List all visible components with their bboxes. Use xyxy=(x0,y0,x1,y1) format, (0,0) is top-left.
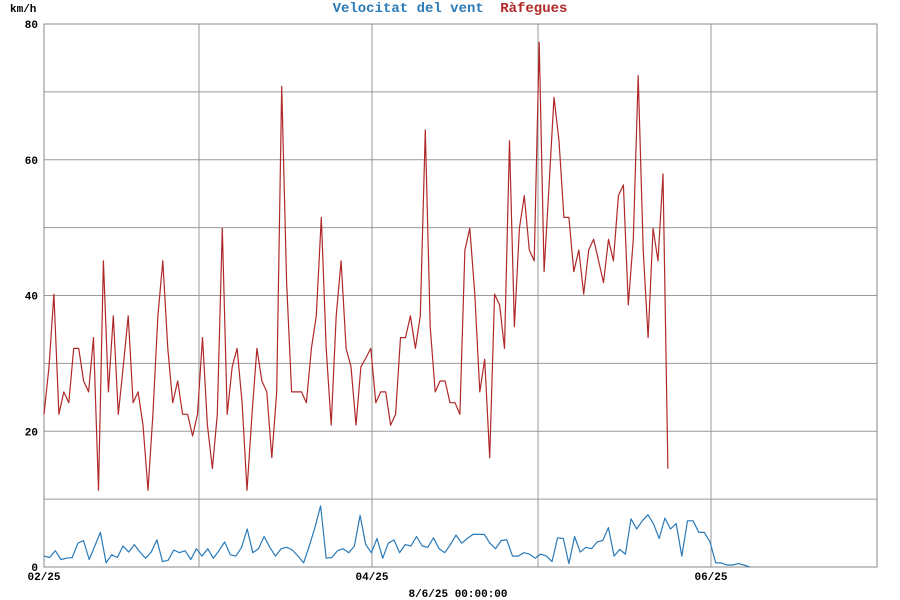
y-tick-label: 0 xyxy=(31,563,38,575)
title-series-gusts: Ràfegues xyxy=(500,1,567,17)
y-tick-label: 40 xyxy=(25,292,38,304)
series-line-gusts xyxy=(43,41,669,491)
series-line-wind-speed xyxy=(43,505,750,568)
series-lines xyxy=(43,41,750,568)
tick-labels: 0 20 40 60 80 02/25 04/25 06/25 xyxy=(25,20,728,584)
grid xyxy=(43,23,878,568)
y-tick-label: 60 xyxy=(25,156,38,168)
title-series-wind-speed: Velocitat del vent xyxy=(333,1,484,17)
plot-frame xyxy=(43,23,878,568)
y-tick-label: 80 xyxy=(25,20,38,32)
x-tick-label: 06/25 xyxy=(694,572,727,584)
y-tick-label: 20 xyxy=(25,427,38,439)
y-axis-label: km/h xyxy=(10,4,36,16)
x-tick-label: 04/25 xyxy=(355,572,388,584)
chart-title: Velocitat del vent Ràfegues xyxy=(333,1,568,17)
x-tick-label: 02/25 xyxy=(27,572,60,584)
x-axis-label: 8/6/25 00:00:00 xyxy=(408,589,507,600)
